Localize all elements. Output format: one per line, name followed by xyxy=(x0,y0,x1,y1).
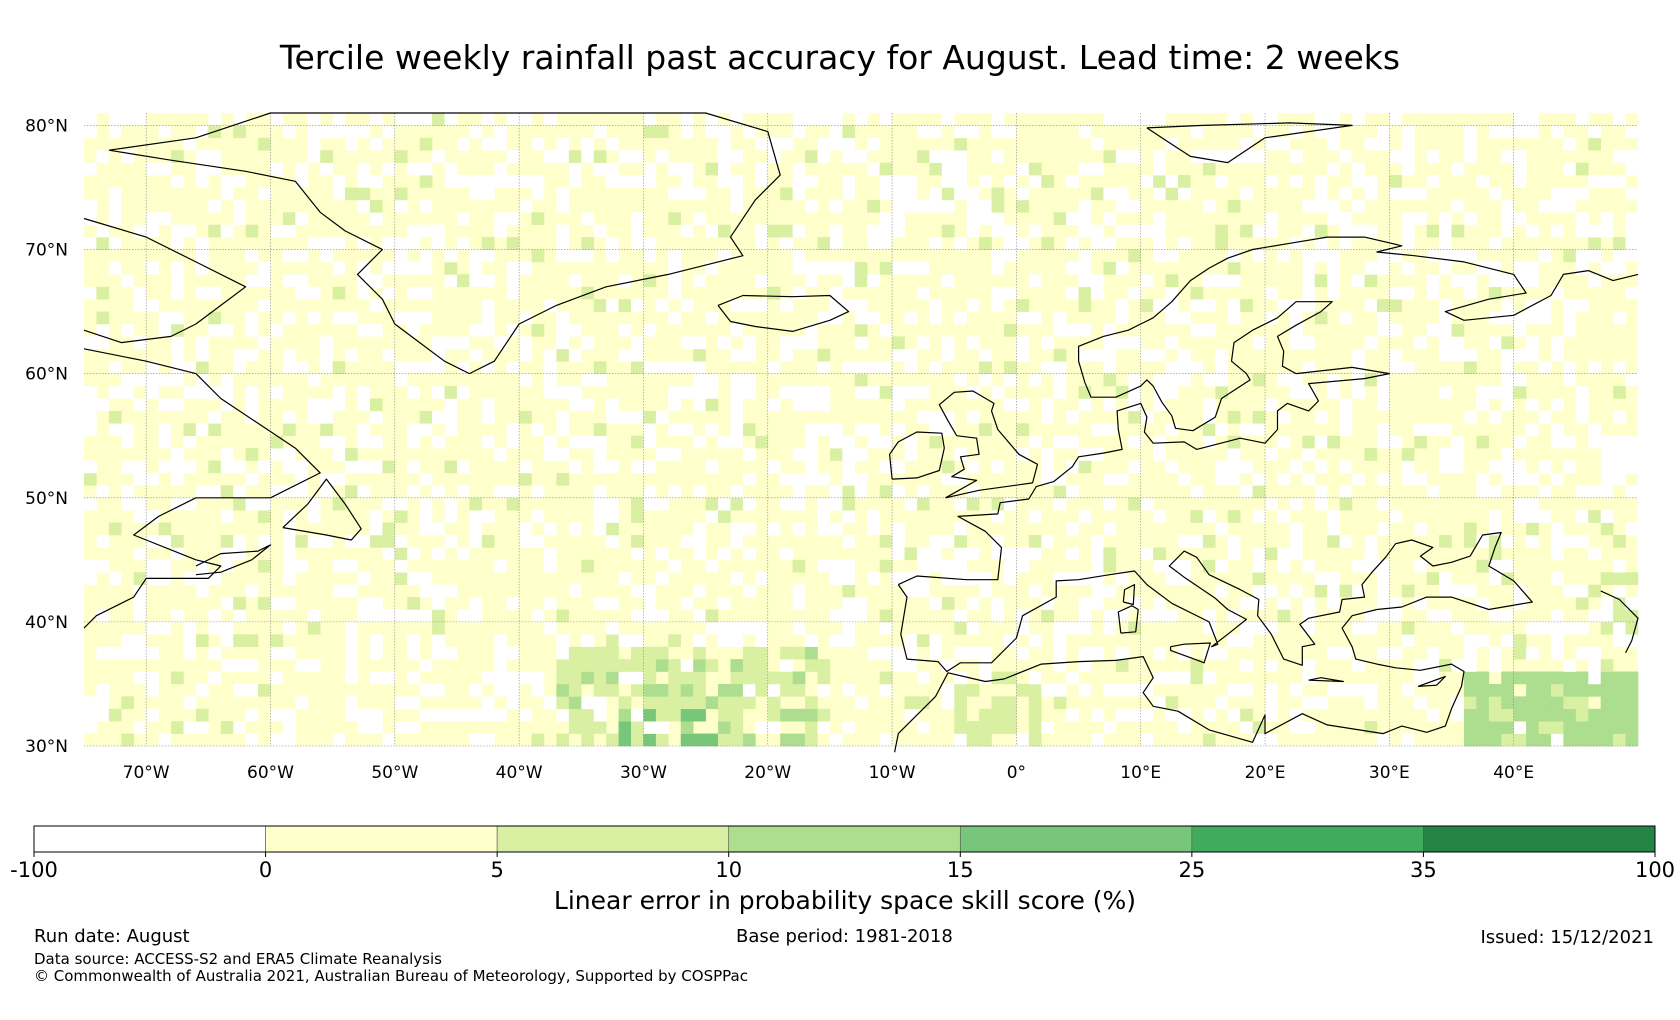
colorbar-tick-label: 0 xyxy=(259,858,272,882)
colorbar-label: Linear error in probability space skill … xyxy=(554,886,1136,915)
colorbar-segment xyxy=(1191,825,1424,853)
longitude-labels: 70°W 60°W 50°W 40°W 30°W 20°W 10°W 0° 10°E 20°E 30… xyxy=(123,763,1534,783)
colorbar-segment xyxy=(1423,825,1656,853)
latitude-labels: 80°N 70°N 60°N 50°N 40°N 30°N xyxy=(25,116,68,757)
longitude-label: 10°W xyxy=(869,763,916,783)
longitude-label: 30°W xyxy=(620,763,667,783)
latitude-label: 30°N xyxy=(25,737,68,757)
coastline xyxy=(717,294,850,332)
colorbar-tick-label: 25 xyxy=(1178,858,1205,882)
colorbar-segment xyxy=(728,825,961,853)
coastline xyxy=(1600,590,1639,654)
coastline xyxy=(888,431,945,480)
map-gridlines xyxy=(84,113,1638,747)
longitude-label: 20°E xyxy=(1245,763,1286,783)
coastline xyxy=(282,478,362,541)
copyright: © Commonwealth of Australia 2021, Austra… xyxy=(34,967,748,985)
longitude-label: 10°E xyxy=(1120,763,1161,783)
colorbar-tick-label: 5 xyxy=(490,858,503,882)
longitude-label: 30°E xyxy=(1369,763,1410,783)
longitude-label: 70°W xyxy=(123,763,170,783)
coastline xyxy=(1146,122,1353,164)
coastline xyxy=(1169,642,1211,664)
colorbar-tick-label: 35 xyxy=(1410,858,1437,882)
coastline xyxy=(938,390,1039,499)
coastline xyxy=(1117,605,1139,634)
coastline xyxy=(83,217,247,344)
colorbar-tick-label: 15 xyxy=(947,858,974,882)
skill-score-grid xyxy=(84,113,1639,747)
latitude-label: 70°N xyxy=(25,241,68,261)
data-source: Data source: ACCESS-S2 and ERA5 Climate … xyxy=(34,950,442,968)
longitude-label: 40°W xyxy=(496,763,543,783)
latitude-label: 50°N xyxy=(25,489,68,509)
coastline xyxy=(108,112,781,375)
coastline xyxy=(1122,583,1136,606)
longitude-label: 20°W xyxy=(744,763,791,783)
longitude-label: 50°W xyxy=(371,763,418,783)
latitude-label: 80°N xyxy=(25,116,68,136)
longitude-label: 0° xyxy=(1007,763,1026,783)
latitude-label: 40°N xyxy=(25,613,68,633)
coastline xyxy=(894,531,1533,753)
colorbar-segment xyxy=(959,825,1193,853)
colorbar: -100 0 5 10 15 25 35 100 xyxy=(10,825,1675,882)
run-date: Run date: August xyxy=(34,926,190,947)
coastline xyxy=(83,348,321,629)
coastline xyxy=(1308,677,1345,683)
colorbar-tick-label: -100 xyxy=(10,858,58,882)
colorbar-segment xyxy=(265,825,498,853)
latitude-label: 60°N xyxy=(25,365,68,385)
longitude-label: 40°E xyxy=(1493,763,1534,783)
base-period: Base period: 1981-2018 xyxy=(736,926,953,947)
colorbar-tick-label: 10 xyxy=(715,858,742,882)
coastlines xyxy=(83,112,1639,753)
coastline xyxy=(898,236,1639,586)
map-title: Tercile weekly rainfall past accuracy fo… xyxy=(279,38,1401,77)
coastline xyxy=(1417,675,1446,687)
issued-date: Issued: 15/12/2021 xyxy=(1480,927,1654,948)
coastline xyxy=(195,544,272,576)
colorbar-segment xyxy=(33,825,266,853)
colorbar-tick-label: 100 xyxy=(1635,858,1675,882)
colorbar-segment xyxy=(496,825,730,853)
longitude-label: 60°W xyxy=(247,763,294,783)
